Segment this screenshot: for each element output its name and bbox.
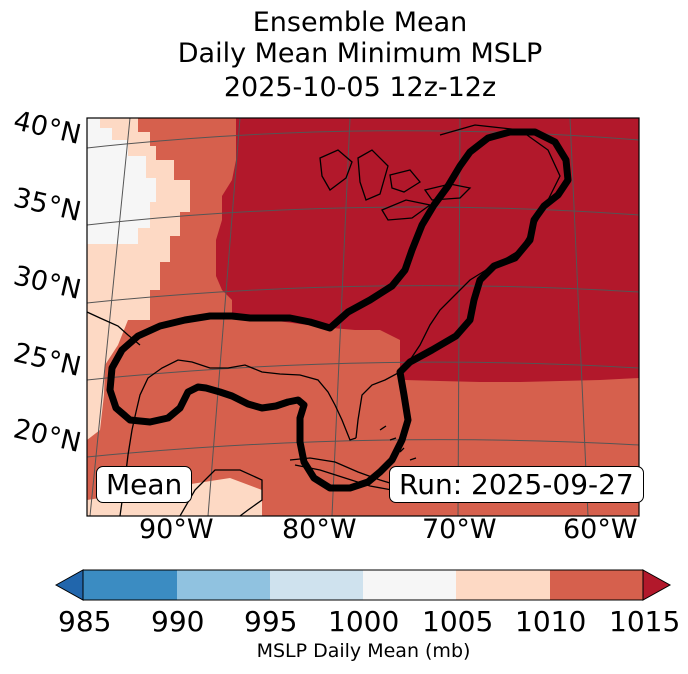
colorbar-seg-990-995: [177, 570, 270, 600]
contour-1015: [106, 128, 572, 492]
lon-label-90w: 90°W: [139, 514, 214, 545]
mean-label-box: Mean: [96, 466, 193, 503]
colorbar-under-arrow: [54, 569, 84, 601]
colorbar-tick-985: 985: [58, 605, 112, 638]
colorbar-tick-1010: 1010: [515, 605, 587, 638]
lon-label-60w: 60°W: [563, 514, 638, 545]
colorbar-seg-1000-1005: [363, 570, 456, 600]
colorbar-tick-990: 990: [151, 605, 205, 638]
map-frame: [86, 117, 640, 517]
title-line-1: Ensemble Mean: [252, 7, 468, 38]
colorbar-frame: [82, 569, 644, 601]
colorbar-seg-1010-1015: [550, 570, 643, 600]
colorbar-seg-985-990: [83, 570, 177, 600]
title-line-2: Daily Mean Minimum MSLP: [177, 38, 543, 69]
lon-label-70w: 70°W: [422, 514, 497, 545]
colorbar-tick-1000: 1000: [328, 605, 400, 638]
colorbar-seg-995-1000: [270, 570, 363, 600]
colorbar-label: MSLP Daily Mean (mb): [256, 640, 471, 662]
run-date-box: Run: 2025-09-27: [389, 466, 644, 503]
lon-label-80w: 80°W: [282, 514, 357, 545]
field-over-1015: [216, 118, 639, 382]
colorbar-seg-1005-1010: [456, 570, 550, 600]
field-1000-1005: [87, 118, 156, 244]
colorbar-tick-1005: 1005: [422, 605, 494, 638]
graticule: [87, 118, 639, 516]
colorbar-tick-995: 995: [244, 605, 298, 638]
colorbar-tick-1015: 1015: [609, 605, 681, 638]
colorbar-over-arrow: [642, 569, 672, 601]
title-line-3: 2025-10-05 12z-12z: [223, 72, 497, 103]
